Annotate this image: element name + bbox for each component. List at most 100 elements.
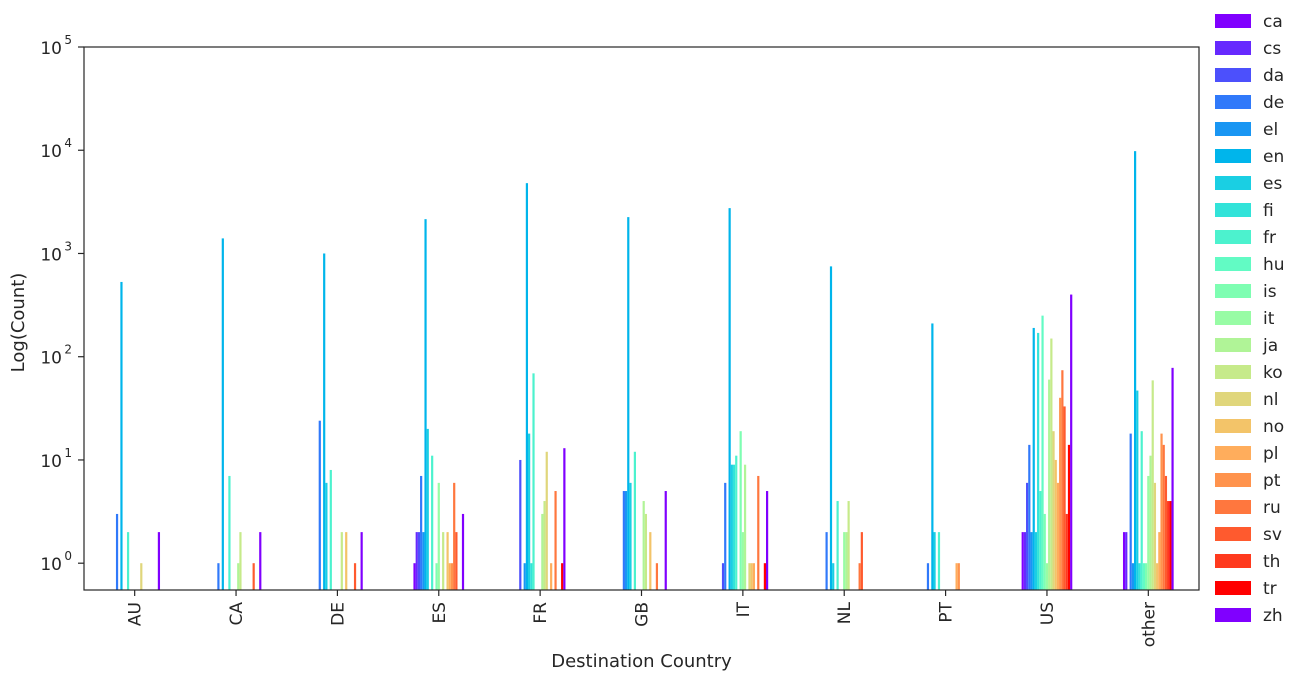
legend-label-ja: ja: [1262, 336, 1278, 356]
bar-fr-AU: [126, 532, 130, 590]
bar-pt-ES: [450, 563, 454, 590]
legend-label-pl: pl: [1263, 444, 1279, 464]
bar-no-ES: [446, 532, 449, 590]
y-tick-label: 10: [40, 39, 62, 59]
bar-tr-IT: [763, 563, 766, 590]
bar-fi-other: [1138, 563, 1141, 590]
bar-es-PT: [933, 532, 936, 590]
bar-de-DE: [318, 420, 321, 590]
legend-swatch-es: [1215, 176, 1251, 190]
legend-label-cs: cs: [1263, 39, 1281, 59]
legend-swatch-sv: [1215, 527, 1251, 541]
legend-swatch-no: [1215, 419, 1251, 433]
bar-es-ES: [426, 428, 429, 590]
legend-label-ru: ru: [1263, 498, 1281, 518]
bar-tr-US: [1067, 444, 1071, 590]
bar-de-ES: [420, 475, 423, 590]
bar-en-DE: [323, 253, 326, 591]
bar-fr-CA: [228, 475, 231, 590]
bar-es-DE: [325, 482, 328, 590]
legend-swatch-nl: [1215, 392, 1251, 406]
bar-el-other: [1131, 563, 1134, 590]
x-tick-label-IT: IT: [734, 601, 754, 617]
bar-is-other: [1145, 563, 1148, 590]
bar-ja-FR: [541, 513, 544, 590]
legend-swatch-it: [1215, 311, 1251, 325]
bar-fr-FR: [532, 373, 535, 590]
bar-es-US: [1034, 532, 1038, 590]
plot-frame: [83, 46, 1200, 591]
y-tick-exponent: 2: [64, 343, 72, 357]
bar-de-CA: [217, 563, 220, 590]
legend-label-th: th: [1263, 552, 1280, 572]
bar-sv-CA: [252, 563, 255, 590]
bar-el-ES: [422, 532, 425, 590]
legend-swatch-zh: [1215, 608, 1251, 622]
x-tick-label-PT: PT: [937, 601, 957, 622]
bar-ru-US: [1061, 370, 1064, 590]
bar-en-ES: [424, 219, 427, 590]
x-tick-label-DE: DE: [328, 602, 348, 626]
bar-en-NL: [829, 266, 833, 590]
legend-label-is: is: [1263, 282, 1277, 302]
bar-zh-IT: [766, 491, 769, 590]
x-tick-label-US: US: [1038, 602, 1058, 625]
bar-fi-FR: [530, 563, 533, 590]
bar-no-IT: [750, 563, 753, 590]
legend-swatch-el: [1215, 122, 1251, 136]
bar-da-IT: [721, 563, 725, 590]
bar-en-PT: [931, 323, 934, 590]
bar-th-US: [1065, 513, 1068, 590]
legend-swatch-pt: [1215, 473, 1251, 487]
x-tick-label-FR: FR: [531, 602, 551, 624]
bar-fr-IT: [735, 455, 738, 590]
bar-sv-DE: [353, 563, 357, 590]
legend-label-tr: tr: [1263, 579, 1277, 599]
bar-fr-NL: [836, 501, 839, 590]
bar-ko-DE: [340, 532, 343, 590]
legend-swatch-th: [1215, 554, 1251, 568]
legend-label-it: it: [1263, 309, 1275, 329]
legend-swatch-fi: [1215, 203, 1251, 217]
legend-swatch-tr: [1215, 581, 1251, 595]
bar-ko-CA: [239, 532, 242, 590]
bar-ru-other: [1162, 444, 1165, 590]
bar-en-GB: [627, 217, 630, 590]
bar-ko-US: [1050, 338, 1053, 590]
bar-pt-US: [1059, 397, 1062, 590]
legend-label-ko: ko: [1263, 363, 1283, 383]
bar-en-US: [1032, 327, 1035, 590]
bar-ru-GB: [655, 563, 659, 590]
bar-ko-other: [1151, 380, 1154, 590]
bar-sv-US: [1063, 406, 1066, 590]
bar-pl-FR: [550, 563, 553, 590]
bar-fr-GB: [633, 451, 636, 590]
legend-label-ca: ca: [1263, 12, 1283, 32]
bar-da-US: [1026, 482, 1029, 590]
bar-es-GB: [629, 482, 632, 590]
bar-el-US: [1030, 532, 1033, 590]
bar-ru-ES: [453, 482, 456, 590]
x-tick-label-GB: GB: [633, 602, 653, 627]
bar-es-other: [1136, 390, 1139, 590]
bar-pt-PT: [957, 563, 960, 590]
legend-label-hu: hu: [1263, 255, 1285, 275]
legend-label-es: es: [1263, 174, 1282, 194]
bar-ko-ES: [442, 532, 445, 590]
bar-zh-CA: [259, 532, 262, 590]
bar-en-AU: [120, 281, 123, 590]
bar-is-IT: [739, 431, 742, 590]
legend-swatch-ca: [1215, 14, 1251, 28]
y-tick-label: 10: [40, 452, 62, 472]
bar-ja-IT: [743, 464, 747, 590]
legend-swatch-en: [1215, 149, 1251, 163]
x-tick-label-ES: ES: [430, 602, 450, 624]
legend-label-sv: sv: [1263, 525, 1282, 545]
x-axis-title: Destination Country: [551, 651, 732, 672]
bar-ja-NL: [845, 532, 848, 590]
bar-sv-ES: [455, 532, 458, 590]
bar-ca-ES: [413, 563, 416, 590]
legend-label-de: de: [1263, 93, 1284, 113]
